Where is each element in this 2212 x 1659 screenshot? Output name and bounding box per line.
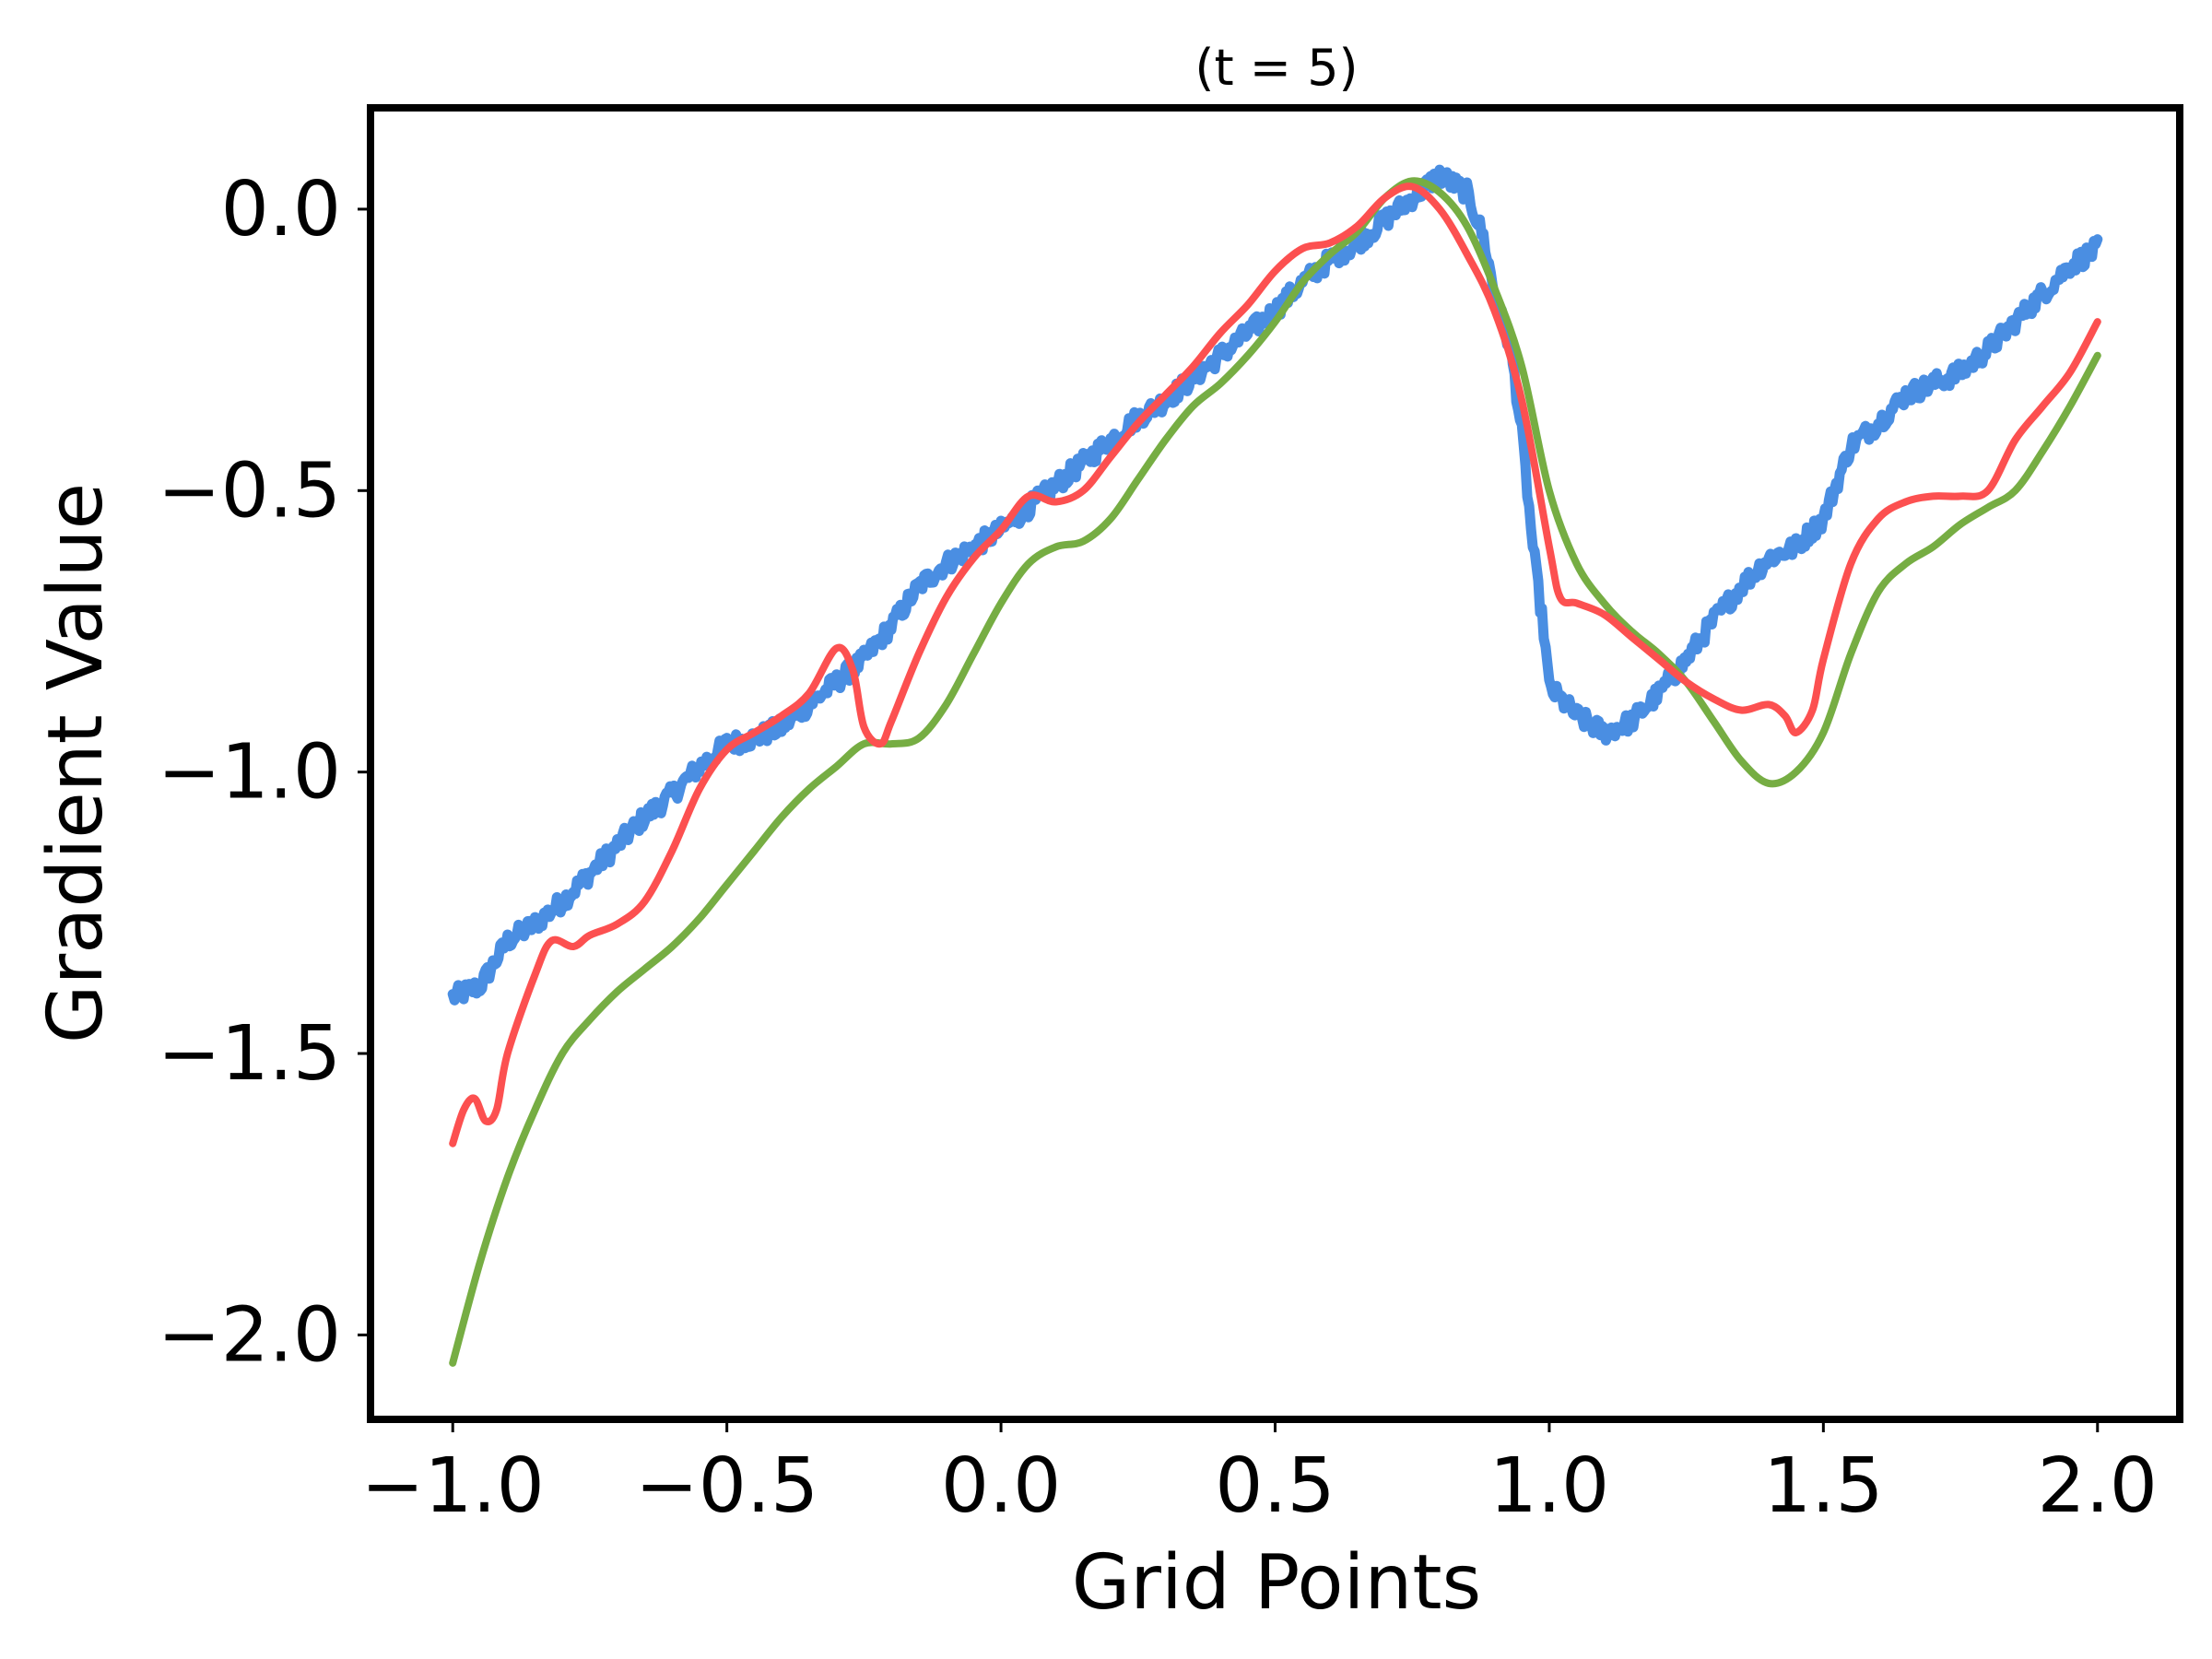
series-line-1 xyxy=(447,164,2103,1006)
series-line-2 xyxy=(449,177,2101,1367)
y-tick-label: 0.0 xyxy=(221,166,341,253)
x-tick-label: 0.0 xyxy=(941,1442,1061,1530)
y-tick-label: −1.0 xyxy=(158,729,341,817)
y-tick-label: −1.5 xyxy=(158,1010,341,1098)
y-axis-label: Gradient Value xyxy=(32,483,120,1043)
series-line-3 xyxy=(449,182,2101,1147)
chart-title: (t = 5) xyxy=(1194,39,1358,97)
x-tick-label: −0.5 xyxy=(635,1442,818,1530)
ticks: −1.0 −0.5 0.0 0.5 1.0 1.5 2.0 0.0 −0.5 −1.0 −1.5 −2… xyxy=(158,166,2158,1530)
x-axis-label: Grid Points xyxy=(1072,1539,1481,1627)
x-tick-label: 1.0 xyxy=(1489,1442,1609,1530)
x-tick-label: 1.5 xyxy=(1763,1442,1883,1530)
x-tick-label: −1.0 xyxy=(361,1442,545,1530)
y-tick-label: −0.5 xyxy=(158,447,341,535)
x-tick-label: 0.5 xyxy=(1215,1442,1335,1530)
x-tick-label: 2.0 xyxy=(2038,1442,2158,1530)
y-tick-label: −2.0 xyxy=(158,1291,341,1379)
plot-frame xyxy=(367,104,2183,1423)
